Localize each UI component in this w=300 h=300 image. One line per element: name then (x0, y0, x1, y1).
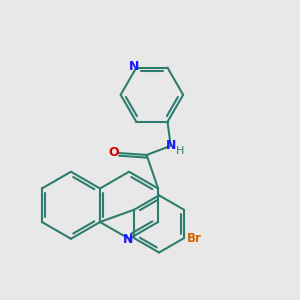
Text: Br: Br (187, 232, 202, 245)
Text: N: N (123, 233, 134, 246)
Text: O: O (108, 146, 119, 159)
Text: N: N (129, 60, 140, 74)
Text: H: H (176, 146, 184, 156)
Text: N: N (166, 139, 176, 152)
